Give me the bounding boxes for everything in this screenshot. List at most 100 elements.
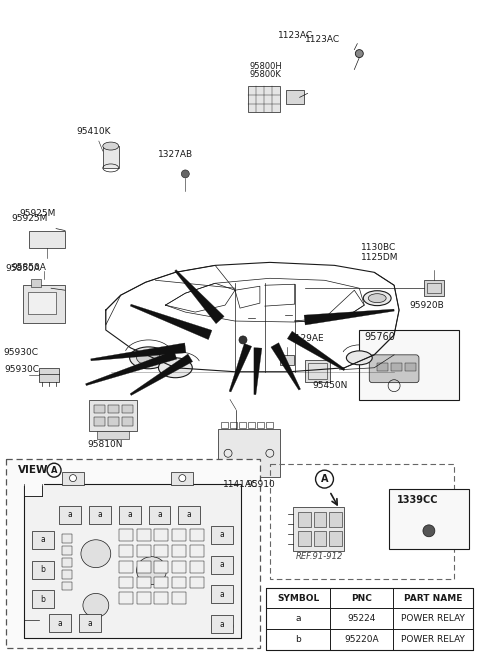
- Bar: [360, 330, 459, 400]
- Ellipse shape: [137, 351, 160, 365]
- Bar: [172, 529, 186, 541]
- Bar: [155, 593, 168, 605]
- Text: 1123AC: 1123AC: [278, 31, 313, 40]
- Bar: [266, 588, 473, 650]
- Text: a: a: [41, 535, 46, 544]
- Bar: [293, 507, 344, 551]
- Bar: [248, 422, 255, 428]
- Bar: [148, 506, 170, 524]
- Bar: [280, 355, 294, 365]
- Text: 95220A: 95220A: [345, 635, 379, 644]
- Text: 95850A: 95850A: [12, 263, 46, 272]
- Bar: [119, 529, 132, 541]
- Bar: [211, 526, 233, 544]
- Circle shape: [423, 525, 435, 537]
- Bar: [266, 422, 273, 428]
- Polygon shape: [229, 343, 252, 392]
- Ellipse shape: [81, 540, 111, 568]
- Bar: [108, 405, 119, 413]
- Bar: [155, 561, 168, 572]
- Polygon shape: [24, 484, 42, 496]
- Text: VIEW: VIEW: [18, 465, 49, 475]
- Bar: [329, 531, 342, 546]
- Text: 95850A: 95850A: [5, 265, 40, 273]
- Circle shape: [70, 475, 76, 481]
- Bar: [23, 285, 65, 323]
- Bar: [389, 489, 468, 549]
- Bar: [137, 561, 151, 572]
- Bar: [172, 545, 186, 557]
- Bar: [405, 363, 416, 371]
- Text: a: a: [87, 619, 92, 627]
- Bar: [248, 86, 280, 112]
- Text: 95800K: 95800K: [250, 71, 282, 79]
- Bar: [172, 561, 186, 572]
- Text: a: a: [97, 510, 102, 519]
- Bar: [103, 146, 119, 168]
- Text: SYMBOL: SYMBOL: [277, 594, 319, 603]
- Text: A: A: [321, 474, 328, 484]
- Bar: [32, 531, 54, 549]
- Bar: [119, 561, 132, 572]
- Bar: [221, 422, 228, 428]
- Bar: [270, 464, 454, 578]
- Text: 95925M: 95925M: [12, 214, 48, 223]
- Text: 95224: 95224: [348, 614, 376, 624]
- Text: a: a: [220, 620, 225, 629]
- Bar: [122, 405, 132, 413]
- Bar: [94, 417, 105, 426]
- Bar: [108, 417, 119, 426]
- Bar: [329, 512, 342, 527]
- Text: PNC: PNC: [351, 594, 372, 603]
- Polygon shape: [271, 343, 300, 390]
- Text: 95920B: 95920B: [409, 301, 444, 310]
- Bar: [28, 292, 56, 314]
- Text: 95410K: 95410K: [76, 127, 110, 136]
- Bar: [313, 512, 326, 527]
- Bar: [257, 422, 264, 428]
- Ellipse shape: [347, 351, 372, 365]
- Polygon shape: [85, 350, 177, 386]
- Text: PART NAME: PART NAME: [404, 594, 462, 603]
- Bar: [239, 422, 246, 428]
- Text: a: a: [68, 510, 72, 519]
- Bar: [190, 529, 204, 541]
- Text: 95930C: 95930C: [4, 365, 39, 374]
- Text: 95910: 95910: [246, 480, 275, 489]
- Bar: [24, 484, 241, 638]
- Ellipse shape: [363, 291, 391, 306]
- Text: 1125DM: 1125DM: [361, 253, 399, 263]
- Bar: [79, 614, 101, 632]
- Text: a: a: [220, 560, 225, 569]
- Polygon shape: [254, 348, 262, 395]
- Bar: [190, 576, 204, 588]
- Text: b: b: [295, 635, 301, 644]
- Bar: [49, 614, 71, 632]
- Bar: [137, 593, 151, 605]
- Bar: [122, 417, 132, 426]
- Bar: [377, 363, 388, 371]
- Bar: [29, 231, 65, 248]
- Text: 1141AC: 1141AC: [223, 480, 258, 489]
- Bar: [94, 405, 105, 413]
- Polygon shape: [288, 331, 345, 371]
- Ellipse shape: [158, 358, 192, 378]
- Bar: [230, 422, 237, 428]
- Text: 1123AC: 1123AC: [305, 35, 340, 44]
- Ellipse shape: [137, 557, 167, 584]
- Bar: [171, 472, 193, 485]
- Bar: [155, 576, 168, 588]
- Bar: [31, 279, 41, 288]
- Bar: [137, 545, 151, 557]
- Bar: [32, 561, 54, 578]
- Bar: [119, 593, 132, 605]
- Bar: [298, 531, 311, 546]
- Text: a: a: [58, 619, 62, 627]
- Ellipse shape: [103, 142, 119, 150]
- Text: a: a: [157, 510, 162, 519]
- Bar: [190, 545, 204, 557]
- Text: 95810N: 95810N: [87, 440, 122, 449]
- Text: 1327AB: 1327AB: [157, 150, 192, 159]
- Bar: [179, 506, 200, 524]
- Bar: [137, 576, 151, 588]
